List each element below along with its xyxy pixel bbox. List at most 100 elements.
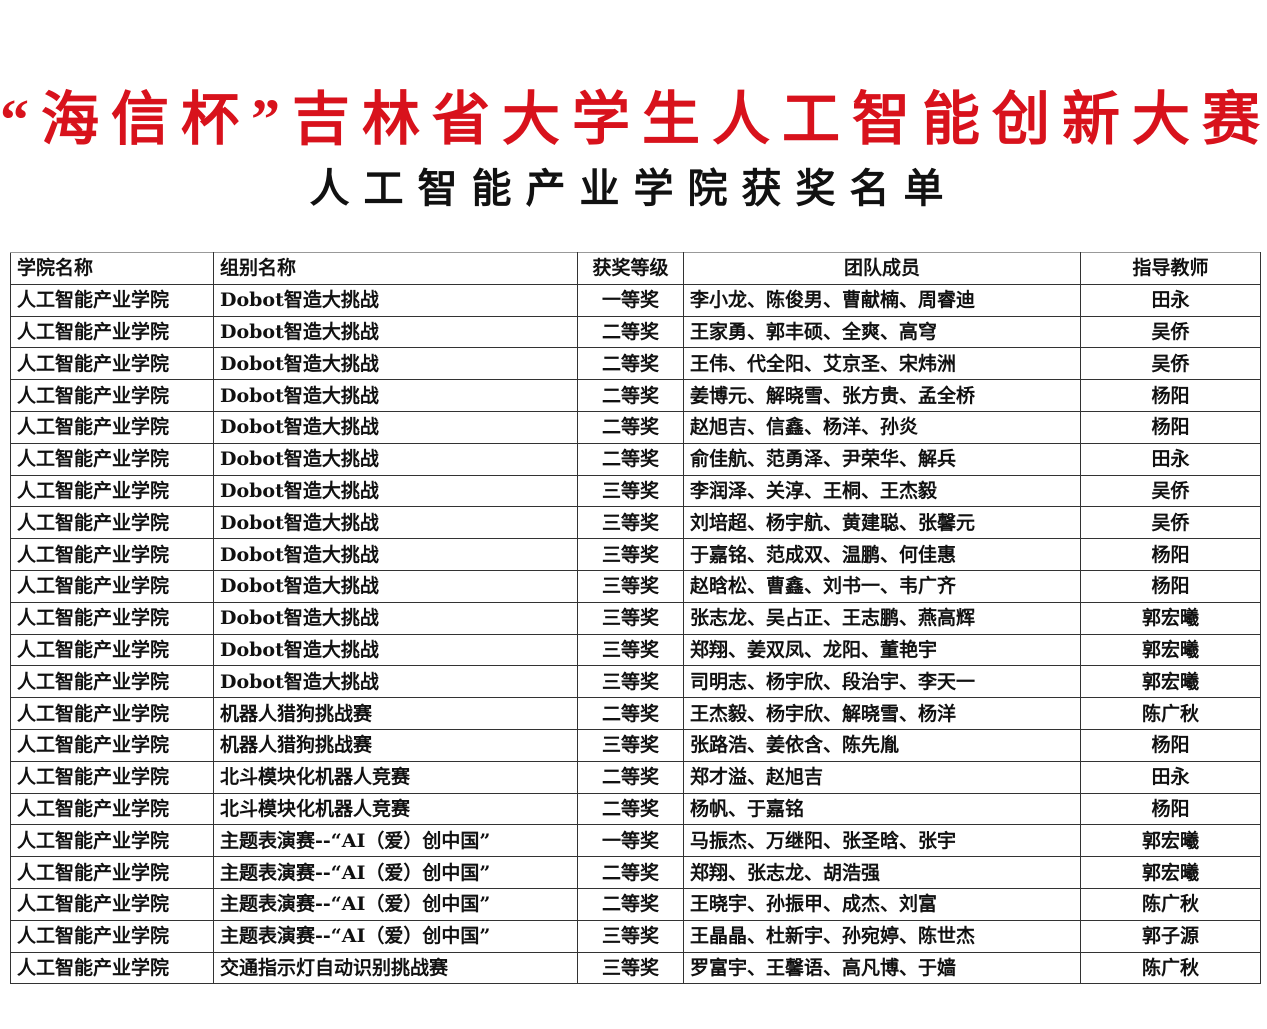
advisor-cell: 陈广秋 <box>1080 697 1261 730</box>
group-cell: 机器人猎狗挑战赛 <box>213 697 578 730</box>
table-row: 人工智能产业学院 主题表演赛--“AI（爱）创中国” 三等奖 王晶晶、杜新宇、孙宛婷、… <box>10 919 1261 953</box>
college-cell: 人工智能产业学院 <box>10 442 214 476</box>
table-row: 人工智能产业学院 Dobot智造大挑战 三等奖 司明志、杨宇欣、段治宇、李天一 郭宏曦 <box>10 665 1261 699</box>
table-row: 人工智能产业学院 Dobot智造大挑战 二等奖 俞佳航、范勇泽、尹荣华、解兵 田永 <box>10 442 1261 476</box>
table-row: 人工智能产业学院 Dobot智造大挑战 二等奖 王伟、代全阳、艾京圣、宋炜洲 吴侨 <box>10 347 1261 381</box>
team-members-cell: 郑翔、张志龙、胡浩强 <box>683 856 1081 889</box>
table-body: 人工智能产业学院 Dobot智造大挑战 一等奖 李小龙、陈俊男、曹献楠、周睿迪 田永 人工… <box>10 283 1261 985</box>
team-members-cell: 李小龙、陈俊男、曹献楠、周睿迪 <box>683 283 1081 317</box>
column-header-advisor: 指导教师 <box>1080 252 1261 285</box>
college-cell: 人工智能产业学院 <box>10 697 214 730</box>
college-cell: 人工智能产业学院 <box>10 728 214 762</box>
award-level-cell: 二等奖 <box>577 887 684 921</box>
college-cell: 人工智能产业学院 <box>10 887 214 921</box>
award-level-cell: 三等奖 <box>577 569 684 603</box>
advisor-cell: 郭宏曦 <box>1080 601 1261 635</box>
table-row: 人工智能产业学院 Dobot智造大挑战 二等奖 姜博元、解晓雪、张方贵、孟全桥 杨阳 <box>10 379 1261 412</box>
award-level-cell: 三等奖 <box>577 919 684 953</box>
table-row: 人工智能产业学院 Dobot智造大挑战 三等奖 李润泽、关淳、王桐、王杰毅 吴侨 <box>10 474 1261 508</box>
award-level-cell: 三等奖 <box>577 728 684 762</box>
advisor-cell: 杨阳 <box>1080 569 1261 603</box>
team-members-cell: 杨帆、于嘉铭 <box>683 792 1081 826</box>
advisor-cell: 田永 <box>1080 442 1261 476</box>
group-cell: Dobot智造大挑战 <box>213 665 578 699</box>
group-cell: Dobot智造大挑战 <box>213 347 578 381</box>
advisor-cell: 郭宏曦 <box>1080 824 1261 858</box>
award-level-cell: 一等奖 <box>577 824 684 858</box>
advisor-cell: 吴侨 <box>1080 474 1261 508</box>
team-members-cell: 张路浩、姜依含、陈先胤 <box>683 728 1081 762</box>
table-row: 人工智能产业学院 Dobot智造大挑战 三等奖 于嘉铭、范成双、温鹏、何佳惠 杨阳 <box>10 538 1261 571</box>
column-header-group: 组别名称 <box>213 252 578 285</box>
advisor-cell: 杨阳 <box>1080 410 1261 444</box>
advisor-cell: 吴侨 <box>1080 315 1261 349</box>
group-cell: Dobot智造大挑战 <box>213 633 578 667</box>
table-row: 人工智能产业学院 Dobot智造大挑战 三等奖 赵晗松、曹鑫、刘书一、韦广齐 杨阳 <box>10 569 1261 603</box>
college-cell: 人工智能产业学院 <box>10 315 214 349</box>
team-members-cell: 王家勇、郭丰硕、全爽、高穹 <box>683 315 1081 349</box>
college-cell: 人工智能产业学院 <box>10 474 214 508</box>
advisor-cell: 杨阳 <box>1080 728 1261 762</box>
team-members-cell: 罗富宇、王馨语、高凡博、于嫱 <box>683 951 1081 985</box>
team-members-cell: 郑翔、姜双凤、龙阳、董艳宇 <box>683 633 1081 667</box>
college-cell: 人工智能产业学院 <box>10 919 214 953</box>
group-cell: Dobot智造大挑战 <box>213 315 578 349</box>
group-cell: Dobot智造大挑战 <box>213 569 578 603</box>
award-level-cell: 二等奖 <box>577 792 684 826</box>
award-level-cell: 二等奖 <box>577 410 684 444</box>
award-level-cell: 三等奖 <box>577 538 684 571</box>
table-row: 人工智能产业学院 北斗模块化机器人竞赛 二等奖 郑才溢、赵旭吉 田永 <box>10 760 1261 794</box>
group-cell: 北斗模块化机器人竞赛 <box>213 792 578 826</box>
award-level-cell: 三等奖 <box>577 951 684 985</box>
column-header-team-members: 团队成员 <box>683 252 1081 285</box>
award-level-cell: 二等奖 <box>577 379 684 412</box>
award-level-cell: 三等奖 <box>577 633 684 667</box>
advisor-cell: 郭宏曦 <box>1080 665 1261 699</box>
college-cell: 人工智能产业学院 <box>10 347 214 381</box>
advisor-cell: 郭宏曦 <box>1080 633 1261 667</box>
award-level-cell: 二等奖 <box>577 347 684 381</box>
table-row: 人工智能产业学院 Dobot智造大挑战 三等奖 郑翔、姜双凤、龙阳、董艳宇 郭宏曦 <box>10 633 1261 667</box>
team-members-cell: 郑才溢、赵旭吉 <box>683 760 1081 794</box>
team-members-cell: 赵旭吉、信鑫、杨洋、孙炎 <box>683 410 1081 444</box>
table-row: 人工智能产业学院 Dobot智造大挑战 三等奖 刘培超、杨宇航、黄建聪、张馨元 吴侨 <box>10 506 1261 540</box>
team-members-cell: 王晓宇、孙振甲、成杰、刘富 <box>683 887 1081 921</box>
award-level-cell: 一等奖 <box>577 283 684 317</box>
award-level-cell: 三等奖 <box>577 601 684 635</box>
table-row: 人工智能产业学院 Dobot智造大挑战 二等奖 王家勇、郭丰硕、全爽、高穹 吴侨 <box>10 315 1261 349</box>
group-cell: 主题表演赛--“AI（爱）创中国” <box>213 887 578 921</box>
group-cell: 主题表演赛--“AI（爱）创中国” <box>213 856 578 889</box>
column-header-award-level: 获奖等级 <box>577 252 684 285</box>
table-row: 人工智能产业学院 Dobot智造大挑战 二等奖 赵旭吉、信鑫、杨洋、孙炎 杨阳 <box>10 410 1261 444</box>
award-level-cell: 三等奖 <box>577 474 684 508</box>
group-cell: Dobot智造大挑战 <box>213 442 578 476</box>
award-level-cell: 二等奖 <box>577 442 684 476</box>
table-row: 人工智能产业学院 机器人猎狗挑战赛 二等奖 王杰毅、杨宇欣、解晓雪、杨洋 陈广秋 <box>10 697 1261 730</box>
team-members-cell: 李润泽、关淳、王桐、王杰毅 <box>683 474 1081 508</box>
advisor-cell: 杨阳 <box>1080 792 1261 826</box>
team-members-cell: 马振杰、万继阳、张圣晗、张宇 <box>683 824 1081 858</box>
group-cell: Dobot智造大挑战 <box>213 410 578 444</box>
college-cell: 人工智能产业学院 <box>10 824 214 858</box>
group-cell: 北斗模块化机器人竞赛 <box>213 760 578 794</box>
table-row: 人工智能产业学院 Dobot智造大挑战 一等奖 李小龙、陈俊男、曹献楠、周睿迪 田永 <box>10 283 1261 317</box>
group-cell: Dobot智造大挑战 <box>213 379 578 412</box>
table-header-row: 学院名称 组别名称 获奖等级 团队成员 指导教师 <box>10 252 1261 285</box>
group-cell: 主题表演赛--“AI（爱）创中国” <box>213 919 578 953</box>
advisor-cell: 陈广秋 <box>1080 887 1261 921</box>
college-cell: 人工智能产业学院 <box>10 760 214 794</box>
table-row: 人工智能产业学院 机器人猎狗挑战赛 三等奖 张路浩、姜依含、陈先胤 杨阳 <box>10 728 1261 762</box>
award-level-cell: 二等奖 <box>577 856 684 889</box>
group-cell: 交通指示灯自动识别挑战赛 <box>213 951 578 985</box>
group-cell: Dobot智造大挑战 <box>213 506 578 540</box>
group-cell: 主题表演赛--“AI（爱）创中国” <box>213 824 578 858</box>
document-title: “海信杯”吉林省大学生人工智能创新大赛 <box>0 87 1267 152</box>
advisor-cell: 田永 <box>1080 760 1261 794</box>
advisor-cell: 陈广秋 <box>1080 951 1261 985</box>
table-row: 人工智能产业学院 主题表演赛--“AI（爱）创中国” 一等奖 马振杰、万继阳、张圣晗、… <box>10 824 1261 858</box>
college-cell: 人工智能产业学院 <box>10 601 214 635</box>
group-cell: Dobot智造大挑战 <box>213 538 578 571</box>
team-members-cell: 刘培超、杨宇航、黄建聪、张馨元 <box>683 506 1081 540</box>
team-members-cell: 俞佳航、范勇泽、尹荣华、解兵 <box>683 442 1081 476</box>
table-row: 人工智能产业学院 交通指示灯自动识别挑战赛 三等奖 罗富宇、王馨语、高凡博、于嫱 陈广秋 <box>10 951 1261 985</box>
